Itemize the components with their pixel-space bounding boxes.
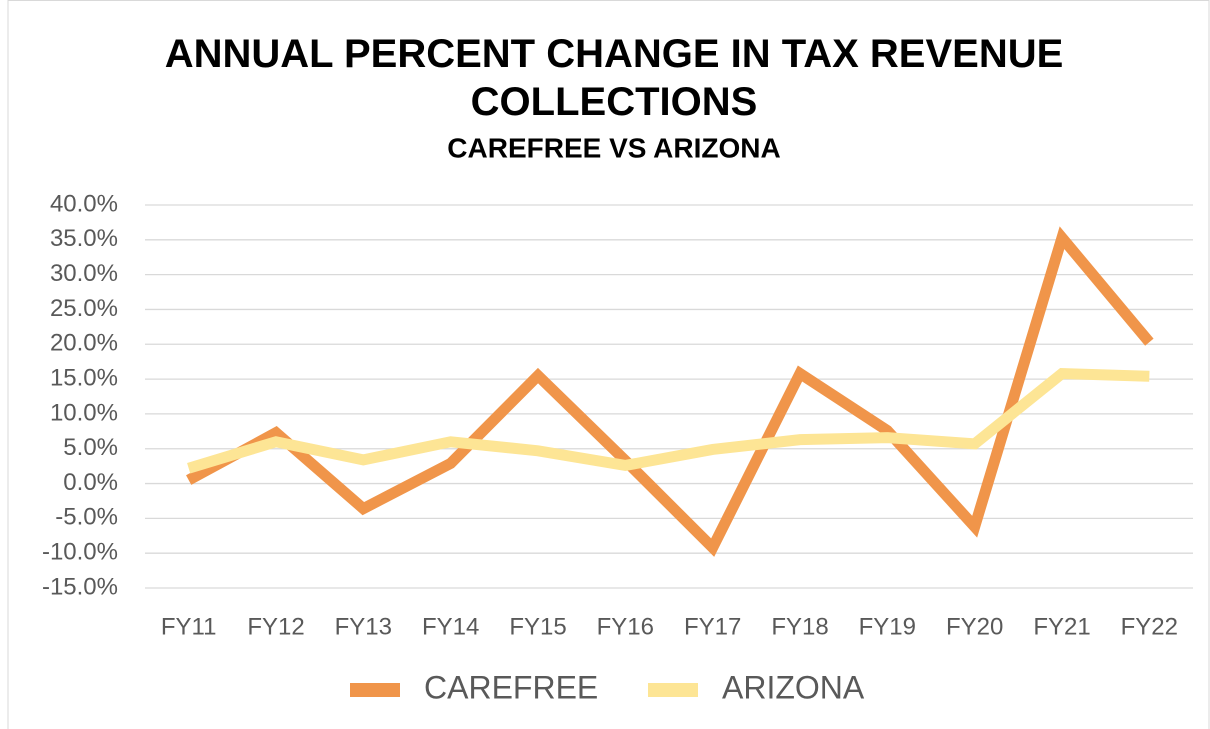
y-tick-label: 30.0%: [50, 260, 118, 287]
chart-subtitle: CAREFREE VS ARIZONA: [447, 132, 780, 163]
x-tick-label: FY16: [597, 613, 654, 640]
x-tick-label: FY13: [335, 613, 392, 640]
y-tick-label: 40.0%: [50, 190, 118, 217]
y-tick-label: -5.0%: [55, 504, 118, 531]
y-tick-label: 0.0%: [63, 469, 118, 496]
x-tick-label: FY18: [771, 613, 828, 640]
legend-label: ARIZONA: [722, 669, 865, 705]
chart-title: ANNUAL PERCENT CHANGE IN TAX REVENUE COLL…: [165, 32, 1064, 124]
x-tick-label: FY17: [684, 613, 741, 640]
y-tick-label: 10.0%: [50, 399, 118, 426]
y-tick-label: 25.0%: [50, 295, 118, 322]
y-tick-label: 15.0%: [50, 364, 118, 391]
x-tick-label: FY14: [422, 613, 479, 640]
x-tick-label: FY19: [859, 613, 916, 640]
x-tick-label: FY21: [1033, 613, 1090, 640]
series-line: [186, 226, 1154, 557]
y-tick-label: 35.0%: [50, 225, 118, 252]
y-tick-label: -15.0%: [42, 573, 118, 600]
chart-frame: [7, 0, 1210, 729]
x-tick-label: FY22: [1121, 613, 1178, 640]
y-tick-label: 5.0%: [63, 434, 118, 461]
series-line: [187, 367, 1150, 474]
legend-label: CAREFREE: [424, 669, 598, 705]
x-tick-label: FY11: [161, 613, 217, 640]
legend-swatch: [648, 683, 698, 697]
legend-swatch: [350, 683, 400, 697]
x-tick-label: FY20: [946, 613, 1003, 640]
x-tick-label: FY12: [247, 613, 304, 640]
y-tick-label: -10.0%: [42, 539, 118, 566]
x-tick-label: FY15: [509, 613, 566, 640]
y-tick-label: 20.0%: [50, 330, 118, 357]
